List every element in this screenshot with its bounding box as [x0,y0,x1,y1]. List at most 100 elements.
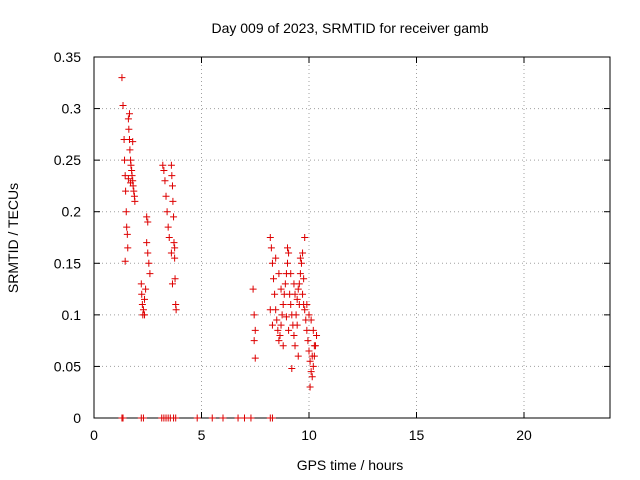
data-point [267,244,275,252]
data-point [305,311,313,319]
data-point [123,230,131,238]
y-tick-label: 0.35 [54,49,81,65]
data-point [129,138,137,146]
data-point [164,223,172,231]
data-point [163,208,171,216]
data-point [138,301,146,309]
data-point [305,347,313,355]
data-point [234,414,242,422]
data-point [295,301,303,309]
data-point [276,331,284,339]
data-point [266,306,274,314]
data-point [159,161,167,169]
x-tick-label: 20 [516,427,532,443]
data-point [282,313,290,321]
data-point [145,259,153,267]
data-point [123,223,131,231]
data-point [171,244,179,252]
data-point [293,295,301,303]
y-tick-label: 0.3 [62,101,82,117]
data-point [268,321,276,329]
x-tick-label: 0 [90,427,98,443]
data-point [121,156,129,164]
y-tick-label: 0.1 [62,307,82,323]
y-axis-title: SRMTID / TECUs [5,183,21,293]
data-point [167,249,175,257]
data-point [308,373,316,381]
data-point [249,285,257,293]
data-point [303,326,311,334]
y-tick-label: 0 [73,410,81,426]
data-point [287,270,295,278]
data-point [292,311,300,319]
data-point [125,125,133,133]
data-point [167,161,175,169]
data-point [306,383,314,391]
data-point [296,254,304,262]
data-point [131,197,139,205]
data-point [300,275,308,283]
data-point [274,326,282,334]
data-point [285,249,293,257]
data-point [160,166,168,174]
data-point [172,306,180,314]
data-point [268,259,276,267]
data-point [118,74,126,82]
data-point [162,192,170,200]
data-point [139,306,147,314]
x-tick-label: 10 [301,427,317,443]
data-point [121,172,129,180]
data-point [193,414,201,422]
data-point [168,172,176,180]
grid [94,57,610,418]
data-point [271,290,279,298]
data-point [309,326,317,334]
data-point [168,280,176,288]
data-point [284,259,291,267]
data-point [290,280,298,288]
ticks: 0 5 10 15 20 0 0.05 0.1 0.15 0.2 0.25 0.3 0.35 [54,49,610,443]
data-point [307,368,315,376]
data-point [208,414,216,422]
data-point [130,187,138,195]
data-point [170,213,178,221]
data-point [143,213,151,221]
data-point [126,146,134,154]
data-point [275,337,283,345]
data-point [268,414,276,422]
data-point [141,295,149,303]
data-point [284,244,291,252]
data-point [250,337,258,345]
data-point [309,362,317,370]
data-point [294,285,302,293]
data-point [124,175,132,183]
data-point [303,301,311,309]
data-point [287,301,295,309]
data-point [170,239,178,247]
data-point [165,234,173,241]
data-point [310,342,318,350]
plot-frame [93,56,611,419]
data-point [266,234,274,241]
y-tick-label: 0.15 [54,255,81,271]
data-point [127,161,135,169]
data-point [278,311,286,319]
data-point [297,259,305,267]
data-point [306,357,314,365]
data-point [128,172,136,180]
data-point [293,321,301,329]
x-tick-label: 5 [198,427,206,443]
data-point [122,208,130,216]
data-point [279,301,287,309]
data-point [299,290,307,298]
data-point [119,414,127,422]
data-point [121,257,129,265]
data-point [141,311,149,319]
data-point [247,414,255,422]
data-point [172,414,180,422]
y-tick-label: 0.25 [54,152,81,168]
data-point [308,352,316,360]
axes [93,56,611,419]
